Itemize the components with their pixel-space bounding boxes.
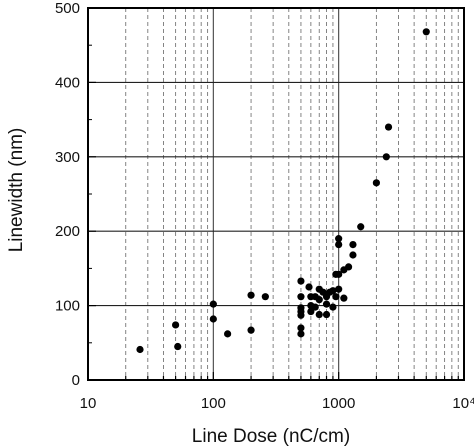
y-tick-label: 100 [55,298,80,315]
y-tick-label: 300 [55,149,80,166]
y-tick-label: 0 [72,372,80,389]
x-tick-label: 10 [80,395,97,412]
data-point [322,310,331,319]
data-point [297,324,305,332]
data-point [349,251,357,259]
data-point [247,326,255,334]
data-point [297,293,305,301]
data-point [307,307,315,316]
data-point [322,300,331,308]
y-tick-label: 400 [55,74,80,91]
data-point [329,303,337,311]
x-tick-labels: 10 100 1000 10⁴ [80,395,474,412]
data-point [344,263,353,271]
data-point [209,315,217,323]
data-point [136,345,144,354]
data-point [372,179,380,187]
tick-marks [88,7,459,381]
data-point [315,296,323,304]
data-point [349,240,357,249]
y-tick-label: 500 [55,0,80,17]
data-point [297,311,305,319]
data-points [136,28,430,354]
data-point [174,342,182,351]
data-point [335,270,343,278]
x-tick-label: 10⁴ [452,395,474,412]
data-point [335,285,343,293]
data-point [332,293,340,301]
data-point [335,240,343,249]
data-point [311,303,319,311]
data-point [305,283,313,291]
data-point [315,310,323,319]
data-point [335,235,343,243]
data-point [209,300,217,308]
x-tick-label: 100 [201,395,226,412]
data-point [172,321,180,329]
x-axis-label: Line Dose (nC/cm) [192,426,350,447]
data-point [297,277,305,285]
y-tick-label: 200 [55,223,80,240]
data-point [382,153,390,161]
plot-frame [87,7,465,381]
x-tick-label: 1000 [322,395,355,412]
data-point [422,28,430,36]
data-point [340,294,348,302]
data-point [247,291,255,299]
y-tick-labels: 0 100 200 300 400 500 [55,0,80,389]
data-point [384,123,393,131]
y-axis-label: Linewidth (nm) [6,128,27,253]
data-point [357,223,365,231]
data-point [329,287,337,295]
gridlines [88,8,464,380]
data-point [261,293,269,301]
data-point [297,330,305,338]
data-point [224,330,232,338]
